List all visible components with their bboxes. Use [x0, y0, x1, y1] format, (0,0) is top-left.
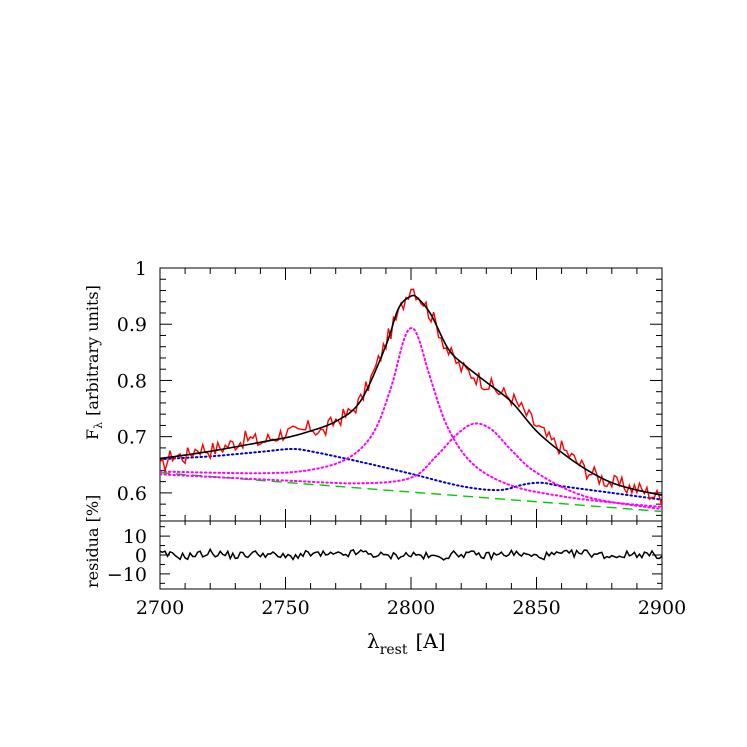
- x-axis-label-unit: [A]: [415, 629, 445, 653]
- x-axis-label-sub: rest: [380, 642, 408, 658]
- y-tick-label: 0.9: [117, 314, 147, 336]
- y-axis-label-unit: [arbitrary units]: [83, 285, 102, 416]
- fe-template-line: [160, 448, 662, 501]
- residual-tick-label: −10: [107, 564, 147, 586]
- y-axis-label: Fλ [arbitrary units]: [83, 285, 105, 440]
- continuum-line: [160, 471, 662, 513]
- x-tick-label: 2900: [638, 597, 686, 619]
- residual-tick-label: 10: [123, 526, 147, 548]
- mgii-narrow-line: [160, 327, 662, 508]
- spectrum-panel-frame: [159, 267, 663, 522]
- x-axis-label-main: λ: [367, 629, 380, 653]
- y-tick-label: 0.6: [117, 483, 147, 505]
- model-line: [160, 294, 662, 496]
- x-axis-label: λrest [A]: [367, 629, 446, 658]
- x-tick-label: 2800: [387, 597, 435, 619]
- x-tick-label: 2750: [261, 597, 309, 619]
- residual-line: [160, 547, 662, 562]
- x-tick-label: 2850: [512, 597, 560, 619]
- residual-tick-label: 0: [135, 545, 147, 567]
- mgii-broad-line: [160, 422, 662, 511]
- x-tick-label: 2700: [136, 597, 184, 619]
- y-axis-label-main: F: [83, 429, 102, 440]
- y-tick-label: 1: [135, 258, 147, 280]
- residual-series: [160, 547, 662, 562]
- spectrum-series: [160, 288, 662, 513]
- y-axis-label-sub: λ: [92, 422, 105, 429]
- y-tick-label: 0.8: [117, 370, 147, 392]
- y-tick-label: 0.7: [117, 427, 147, 449]
- axis-ticks: [159, 267, 663, 589]
- residual-axis-label: residua [%]: [83, 495, 102, 588]
